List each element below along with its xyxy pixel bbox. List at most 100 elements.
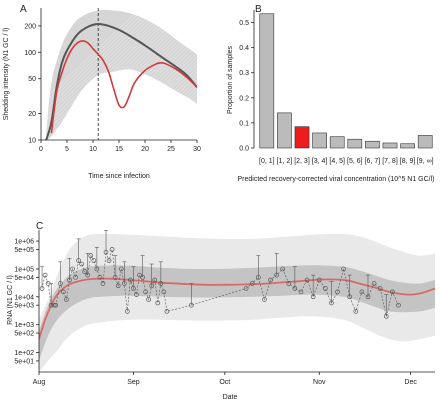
y-tick-label: 1e+06 [14,239,34,246]
sample-point [280,266,286,272]
sample-point [67,277,72,283]
hatch-stroke [205,8,345,140]
category-label: [2, 3] [294,158,310,165]
y-tick-label: 0.1 [239,120,249,127]
sample-point [131,286,136,291]
hatch-stroke [41,8,166,126]
hatch-stroke [41,8,182,140]
sample-point [61,289,66,295]
sample-shedding-curve [50,40,197,134]
hatch-stroke [120,67,197,140]
panel-a-x-ticks: 0 5 10 15 20 25 30 [39,140,201,153]
sample-point [64,297,69,302]
sample-point [377,286,383,291]
panel-b-bars [259,13,433,149]
panel-a-y-label: Shedding intensity (N1 GC / l) [3,28,10,121]
hatch-stroke [160,105,197,140]
panel-b-x-ticks: [0, 1] [1, 2] [2, 3] [3, 4] [4, 5] [5, 6] [6, … [259,158,434,165]
y-tick-label: 0.5 [239,20,249,27]
y-tick-label: 0.2 [239,95,249,102]
hatch-stroke [180,124,197,140]
hatch-stroke [72,22,197,140]
panel-a-x-label: Time since infection [88,173,150,180]
sample-point [359,289,365,295]
y-tick-label: 1e+04 [14,294,34,301]
sample-point [121,281,127,286]
bar-8 [400,143,415,149]
sample-point [118,266,124,272]
sample-point [322,286,328,291]
category-label: [3, 4] [312,158,328,165]
sample-point [100,281,106,286]
sample-point [53,302,59,308]
hatch-stroke [56,8,197,140]
sample-point [137,272,142,278]
panel-c-x-ticks: Aug Sep Oct Nov Dec [33,372,417,386]
category-label: [4, 5] [329,158,345,165]
mean-shedding-curve [45,22,197,140]
hatch-stroke [188,132,197,140]
sample-point [51,302,57,308]
sample-point [91,258,97,263]
bar-3 [312,132,327,149]
y-tick-label: 1e+02 [14,350,34,357]
category-label: [6, 7] [365,158,381,165]
sample-point [97,274,103,280]
sample-point [73,274,78,280]
panel-a-label: A [20,4,27,15]
sample-point [255,274,261,280]
x-tick-label: 30 [193,146,201,153]
sample-point [304,277,310,283]
bar-2 [294,126,310,149]
sample-point [155,300,161,306]
panel-c-x-label: Date [223,394,238,401]
fitted-trend-line [39,277,435,340]
sample-point [112,274,118,280]
y-tick-label: 5e+04 [14,275,34,282]
x-tick-label: 5 [65,146,69,153]
sample-point [329,300,334,306]
sample-point [158,281,164,286]
panel-a-y-ticks: 10 20 50 100 200 [24,23,41,145]
sample-point [188,302,194,308]
x-tick-label: 20 [141,146,149,153]
hatch-stroke [84,34,197,140]
x-tick-label: Aug [33,379,46,386]
hatch-stroke [164,109,197,140]
sample-point [88,253,94,259]
sample-point [383,313,389,319]
sample-point [124,309,130,314]
sample-point [249,281,255,286]
bar-0 [259,13,275,149]
hatch-stroke [116,64,197,140]
sample-point [39,286,45,291]
sample-point [286,281,292,286]
hatch-stroke [140,86,197,140]
sample-point [274,272,279,278]
hatch-stroke [96,45,197,140]
sample-point [371,281,377,286]
y-tick-label: 200 [24,23,36,30]
hatch-stroke [41,8,158,118]
hatch-stroke [92,41,197,140]
sample-point [341,266,346,272]
x-tick-label: 25 [167,146,175,153]
hatch-stroke [156,101,197,140]
sample-point [76,258,81,263]
y-tick-label: 5e+05 [14,247,34,254]
hatch-stroke [68,18,197,140]
y-tick-label: 20 [28,111,36,118]
y-tick-label: 1e+03 [14,322,34,329]
bar-1 [277,112,292,149]
x-tick-label: Nov [313,379,326,386]
y-tick-label: 0.4 [239,45,249,52]
hatch-stroke [41,8,178,137]
x-tick-label: Dec [404,379,417,386]
x-tick-label: Sep [127,379,140,386]
y-tick-label: 0.3 [239,70,249,77]
sample-point [390,289,395,295]
hatch-stroke [237,8,377,140]
hatch-stroke [144,90,197,140]
